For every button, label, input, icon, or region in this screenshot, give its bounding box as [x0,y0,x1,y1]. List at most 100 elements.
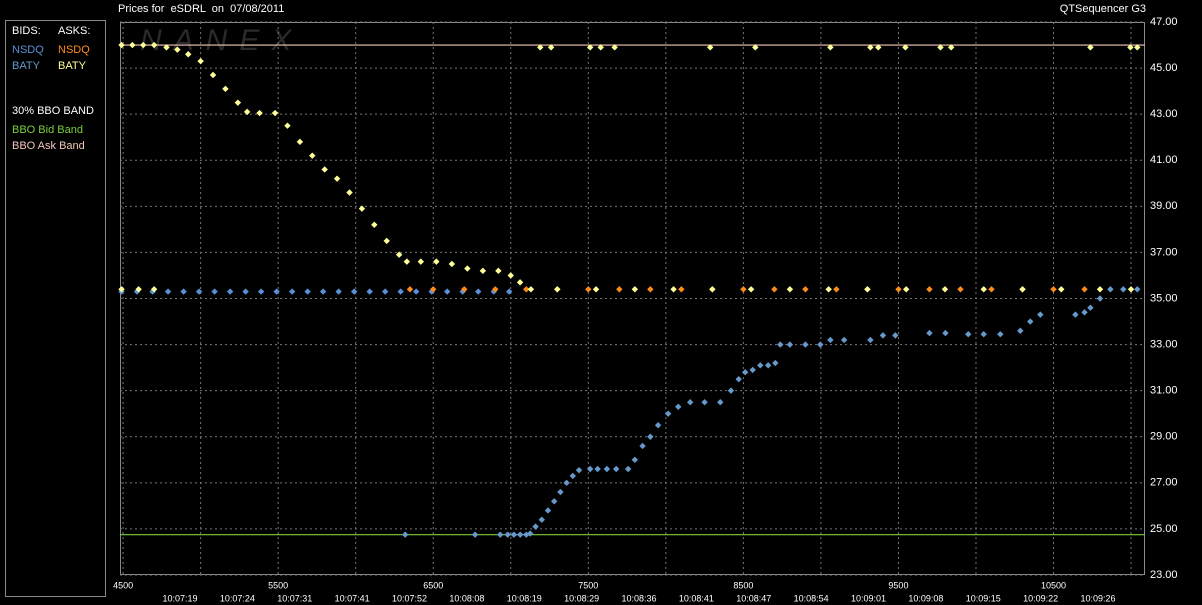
price-point [550,498,558,505]
price-point [957,286,964,293]
legend-heading: BIDS: [12,25,41,37]
price-point [592,286,600,293]
price-point [304,288,311,295]
price-point [497,531,504,538]
price-point [257,288,265,295]
price-point [557,488,564,496]
price-point [616,286,623,293]
time-tick-label: 10:07:19 [162,593,197,603]
price-point [211,288,218,295]
price-point [867,44,874,51]
time-tick-label: 10:07:41 [335,593,370,603]
price-point [510,531,518,538]
price-point [631,286,639,293]
price-point [461,286,468,293]
price-point [395,251,403,258]
legend-entry: NSDQ [58,44,90,56]
y-tick-label: 47.00 [1150,16,1178,28]
price-point [296,138,304,146]
price-point [686,398,694,406]
price-point [664,410,672,417]
price-point [867,336,874,344]
price-point [1096,286,1104,293]
price-point [150,41,158,49]
price-point [892,332,899,339]
price-point [902,44,909,51]
y-tick-label: 25.00 [1150,523,1178,535]
price-point [675,403,682,410]
price-point [163,44,170,51]
x-tick-label: 4500 [113,580,133,590]
chart-title: Prices for eSDRL on 07/08/2011 [118,3,284,15]
price-point [350,288,358,295]
price-point [879,332,887,339]
price-point [613,465,620,473]
price-point [180,288,187,295]
price-point [544,507,552,514]
price-point [980,331,987,338]
price-point [412,288,420,295]
price-point [1050,286,1057,293]
price-point [786,286,794,293]
price-point [563,479,570,487]
price-point [1096,295,1104,302]
time-tick-label: 10:09:15 [966,593,1001,603]
price-point [965,331,972,338]
x-tick-label: 8500 [733,580,753,590]
price-point [942,329,949,337]
time-tick-label: 10:09:01 [851,593,886,603]
legend-entry: BATY [58,60,87,72]
legend-heading: ASKS: [58,25,90,37]
price-point [495,267,502,275]
price-point [430,286,437,293]
price-point [256,109,263,117]
y-tick-label: 45.00 [1150,62,1178,74]
price-point [129,41,136,49]
price-point [443,288,451,295]
price-point [507,272,514,279]
price-point [504,531,511,538]
price-point [709,286,716,293]
price-point [895,286,902,293]
source-label: QTSequencer G3 [1060,3,1146,15]
price-point [742,369,749,376]
time-tick-label: 10:09:08 [908,593,943,603]
price-point [516,279,524,286]
time-tick-label: 10:08:36 [621,593,656,603]
x-tick-label: 7500 [578,580,598,590]
legend-entry: BBO Ask Band [12,140,85,152]
price-point [926,286,933,293]
price-point [273,288,280,295]
y-tick-label: 23.00 [1150,569,1178,581]
price-point [547,44,555,51]
x-tick-label: 5500 [268,580,288,590]
price-point [135,286,142,293]
price-point [321,166,328,173]
price-point [538,516,545,523]
price-point [288,288,296,295]
legend-entry: NSDQ [12,44,44,56]
price-point [585,286,592,293]
price-point [997,331,1004,338]
price-point [647,433,654,440]
price-point [747,286,755,293]
price-point [764,362,772,369]
price-point [1087,304,1094,311]
price-point [197,57,204,65]
price-point [506,288,513,295]
price-point [757,362,764,369]
price-point [786,341,794,348]
price-point [234,99,242,106]
price-point [749,366,756,374]
price-point [537,44,544,51]
price-point [226,288,234,295]
price-point [840,336,848,344]
y-tick-label: 41.00 [1150,154,1178,166]
price-point [150,286,158,293]
y-tick-label: 29.00 [1150,431,1178,443]
price-point [401,531,409,538]
price-point [209,71,217,79]
price-point [670,286,677,293]
price-point [817,341,824,348]
price-point [523,531,530,538]
